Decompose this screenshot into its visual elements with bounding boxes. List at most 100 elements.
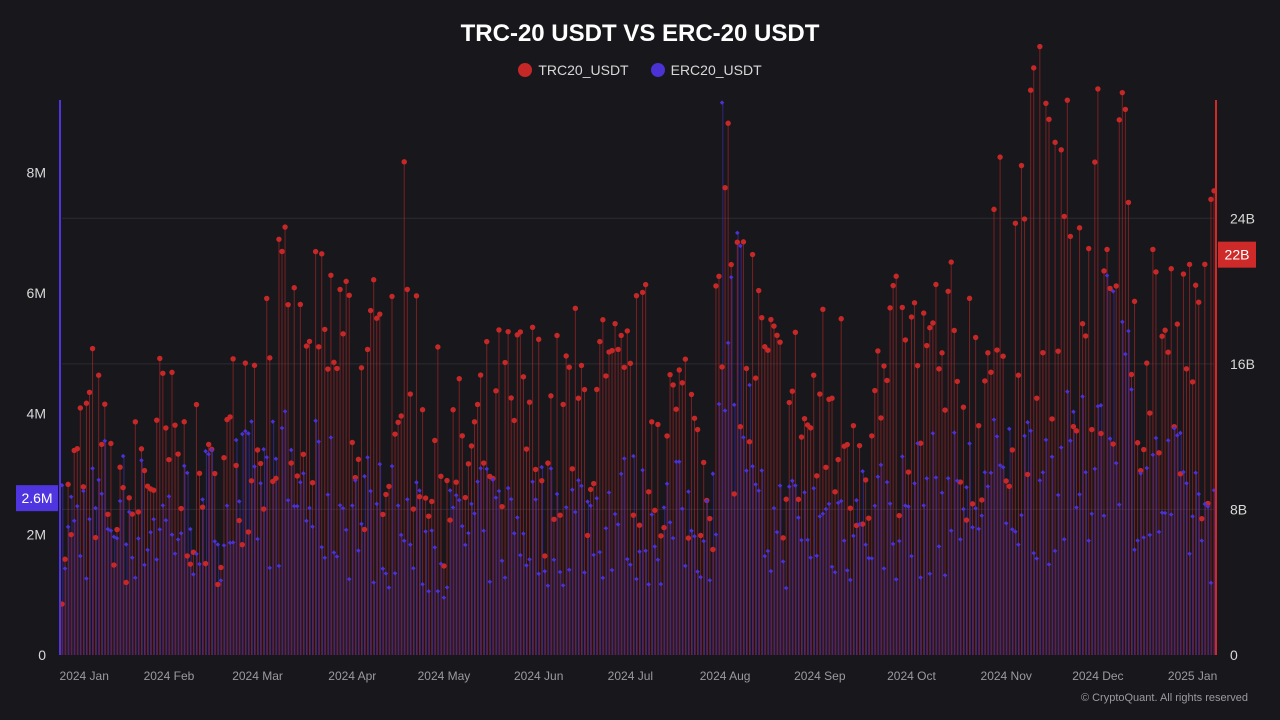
erc20-point xyxy=(695,569,700,574)
erc20-point xyxy=(267,565,273,571)
trc20-point xyxy=(749,251,756,258)
x-tick-label: 2024 Feb xyxy=(144,669,195,683)
trc20-point xyxy=(578,362,585,369)
trc20-point xyxy=(545,460,551,466)
trc20-point xyxy=(477,372,484,378)
erc20-point xyxy=(273,456,279,462)
trc20-series-points xyxy=(59,43,1217,607)
erc20-point xyxy=(1126,328,1131,334)
erc20-point xyxy=(478,465,483,471)
erc20-point xyxy=(869,556,875,561)
erc20-point xyxy=(548,466,554,471)
copyright-text: © CryptoQuant. All rights reserved xyxy=(1080,692,1248,704)
erc20-point xyxy=(967,441,972,446)
erc20-point xyxy=(441,595,447,600)
trc20-point xyxy=(126,495,132,501)
erc20-point xyxy=(566,567,572,573)
trc20-point xyxy=(294,473,300,479)
erc20-point xyxy=(423,529,428,534)
trc20-point xyxy=(367,307,374,314)
erc20-point xyxy=(160,503,166,508)
trc20-point xyxy=(740,239,747,245)
trc20-point xyxy=(697,532,704,539)
erc20-point xyxy=(334,554,340,559)
erc20-point xyxy=(322,555,328,561)
trc20-point xyxy=(795,496,802,503)
erc20-point xyxy=(1208,580,1214,586)
trc20-point xyxy=(92,534,99,541)
trc20-point xyxy=(361,526,368,533)
trc20-point xyxy=(792,329,799,336)
erc20-point xyxy=(359,521,364,527)
trc20-point xyxy=(279,248,285,255)
erc20-point xyxy=(136,536,141,541)
trc20-point xyxy=(230,356,236,362)
trc20-point xyxy=(902,337,909,343)
trc20-point xyxy=(484,338,490,345)
legend-item-trc20[interactable]: TRC20_USDT xyxy=(518,62,629,78)
left-current-badge xyxy=(16,485,58,512)
trc20-point xyxy=(334,365,340,372)
erc20-point xyxy=(1022,433,1027,439)
erc20-point xyxy=(860,468,865,474)
trc20-point xyxy=(1165,349,1171,355)
erc20-point xyxy=(429,528,435,533)
trc20-point xyxy=(1147,410,1153,416)
erc20-point xyxy=(597,549,603,555)
trc20-point xyxy=(1089,426,1095,433)
erc20-point xyxy=(817,514,823,519)
trc20-point xyxy=(670,382,676,388)
erc20-point xyxy=(163,517,169,523)
left-tick-label: 0 xyxy=(38,647,46,663)
trc20-point xyxy=(150,487,157,493)
erc20-point xyxy=(649,512,655,517)
trc20-point xyxy=(581,386,588,393)
erc20-point xyxy=(964,484,969,490)
erc20-point xyxy=(918,575,923,580)
trc20-point xyxy=(814,473,820,479)
erc20-point xyxy=(426,588,431,594)
trc20-point xyxy=(450,407,456,413)
erc20-point xyxy=(472,511,477,516)
trc20-point xyxy=(642,281,649,288)
trc20-point xyxy=(523,446,530,452)
trc20-point xyxy=(1199,515,1205,522)
erc20-point xyxy=(456,497,462,503)
x-tick-label: 2024 Mar xyxy=(232,669,283,683)
trc20-point xyxy=(1202,261,1208,268)
trc20-point xyxy=(1040,349,1046,356)
erc20-point xyxy=(1120,319,1125,325)
erc20-point xyxy=(191,572,196,577)
trc20-point xyxy=(257,460,264,467)
erc20-point xyxy=(481,528,486,534)
erc20-point xyxy=(701,538,706,544)
erc20-point xyxy=(307,505,312,511)
trc20-point xyxy=(807,425,814,431)
erc20-point xyxy=(246,431,251,436)
trc20-point xyxy=(141,467,148,474)
erc20-point xyxy=(838,498,844,504)
erc20-point xyxy=(218,578,224,583)
trc20-point xyxy=(212,470,218,477)
erc20-point xyxy=(698,574,703,580)
trc20-point xyxy=(930,320,936,326)
trc20-point xyxy=(966,295,973,302)
trc20-point xyxy=(603,373,609,379)
erc20-point xyxy=(96,477,101,483)
trc20-point xyxy=(245,529,252,535)
trc20-point xyxy=(364,346,371,353)
trc20-point xyxy=(707,515,713,522)
erc20-point xyxy=(1138,471,1143,476)
erc20-point xyxy=(988,470,994,476)
trc20-point xyxy=(1024,471,1031,478)
trc20-point xyxy=(691,415,698,421)
erc20-point xyxy=(230,540,236,545)
erc20-point xyxy=(414,480,419,485)
erc20-point xyxy=(609,567,615,573)
trc20-point xyxy=(725,120,731,126)
erc20-point xyxy=(539,464,545,470)
trc20-point xyxy=(74,445,80,452)
trc20-point xyxy=(328,272,334,278)
trc20-point xyxy=(480,460,487,466)
legend-item-erc20[interactable]: ERC20_USDT xyxy=(650,62,762,78)
